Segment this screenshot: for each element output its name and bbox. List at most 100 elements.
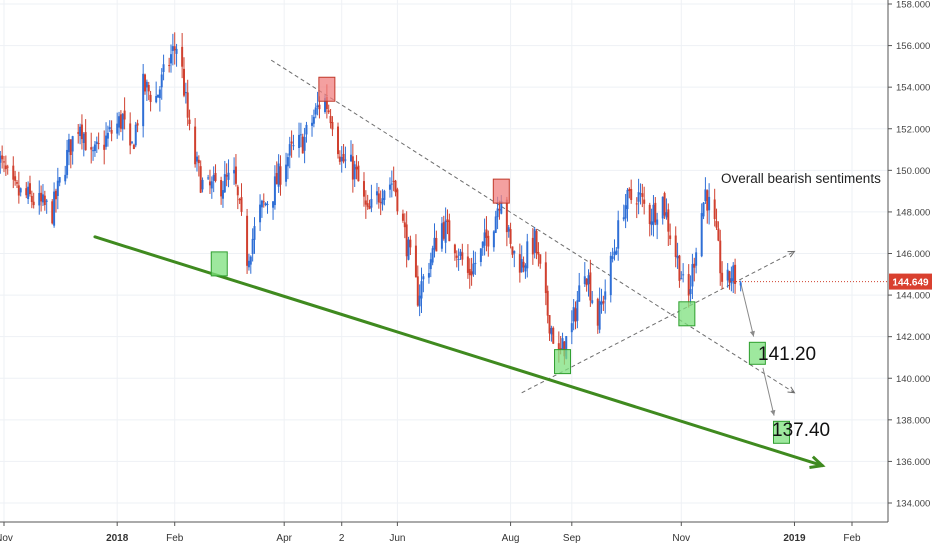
candle-body (344, 159, 347, 161)
candle-body (663, 193, 666, 216)
candle-body (54, 190, 57, 200)
candle-body (492, 231, 495, 248)
candle-body (665, 212, 668, 218)
candle-body (453, 244, 456, 254)
candle-body (708, 196, 711, 211)
candle-body (513, 250, 516, 254)
candle-body (559, 348, 562, 350)
candle-body (507, 227, 510, 232)
candle-body (272, 201, 275, 208)
candle-body (158, 89, 161, 99)
candle-body (162, 64, 165, 72)
candle-body (312, 116, 315, 124)
candle-body (416, 276, 419, 306)
candle-body (197, 159, 200, 164)
candle-body (110, 129, 113, 134)
candle-body (730, 278, 733, 284)
candle-body (457, 258, 460, 260)
candle-body (214, 172, 217, 181)
candle-body (168, 65, 171, 67)
candle-body (548, 315, 551, 334)
candle-body (210, 181, 213, 189)
candle-body (526, 241, 529, 269)
candle-body (45, 200, 48, 202)
candle-body (511, 246, 514, 255)
candle-body (324, 98, 327, 112)
grid (0, 0, 888, 522)
candle-body (277, 163, 280, 187)
candle-body (388, 184, 391, 190)
candle-body (641, 193, 644, 197)
candle-body (340, 157, 343, 162)
y-tick-label: 138.000 (896, 415, 930, 426)
candle-body (483, 232, 486, 246)
candle-body (69, 139, 72, 156)
candle-body (123, 110, 126, 120)
x-tick-label: 2018 (106, 533, 129, 544)
x-tick-label: Jun (389, 533, 405, 544)
candle-body (170, 54, 173, 64)
candle-body (184, 91, 187, 94)
candle-body (468, 268, 471, 276)
candle-body (496, 208, 499, 218)
candle-body (474, 262, 477, 265)
last-price-badge (889, 273, 932, 290)
candle-body (622, 217, 625, 220)
x-tick-label: Nov (0, 533, 13, 544)
candle-body (680, 278, 683, 280)
candle-body (353, 164, 356, 180)
candle-body (635, 203, 638, 205)
candle-body (43, 195, 46, 206)
candle-body (77, 132, 80, 134)
candle-body (574, 308, 577, 322)
candle-body (105, 135, 108, 147)
candle-body (67, 139, 70, 153)
candle-body (145, 81, 148, 88)
candle-body (155, 96, 158, 103)
candle-body (552, 327, 555, 344)
candle-body (116, 123, 119, 134)
candle-body (537, 252, 540, 255)
candle-body (518, 254, 521, 273)
candle-body (194, 126, 197, 165)
candle-body (739, 282, 742, 286)
candle-body (446, 219, 449, 222)
candle-body (337, 126, 340, 155)
candle-body (687, 274, 690, 296)
candle-body (40, 192, 43, 202)
candle-body (201, 179, 204, 190)
candle-body (682, 274, 685, 276)
channel-lower-arrowhead (787, 250, 796, 258)
candle-body (118, 116, 121, 128)
candle-body (550, 328, 553, 335)
candle-body (157, 94, 160, 98)
candle-body (17, 185, 20, 196)
x-tick-label: 2019 (783, 533, 806, 544)
candle-body (338, 156, 341, 162)
candle-body (51, 201, 54, 224)
candle-body (383, 190, 386, 200)
candle-body (66, 149, 69, 175)
candle-body (461, 252, 464, 260)
candle-body (524, 265, 527, 272)
candle-body (578, 285, 581, 302)
candle-body (617, 220, 620, 249)
y-tick-label: 150.000 (896, 166, 930, 177)
target-1-label: 141.20 (758, 344, 816, 365)
candle-body (596, 298, 599, 326)
candle-body (676, 255, 679, 259)
candle-body (546, 290, 549, 316)
projection-arrow-2 (762, 367, 775, 416)
candle-body (266, 203, 269, 205)
x-tick-label: Sep (563, 533, 581, 544)
candle-body (275, 172, 278, 185)
candle-body (591, 300, 594, 303)
candle-body (431, 248, 434, 263)
x-tick-label: Feb (843, 533, 861, 544)
candle-body (30, 195, 33, 202)
candle-body (422, 276, 425, 280)
candle-body (414, 245, 417, 278)
candle-body (466, 256, 469, 273)
resistance-box (318, 76, 336, 102)
